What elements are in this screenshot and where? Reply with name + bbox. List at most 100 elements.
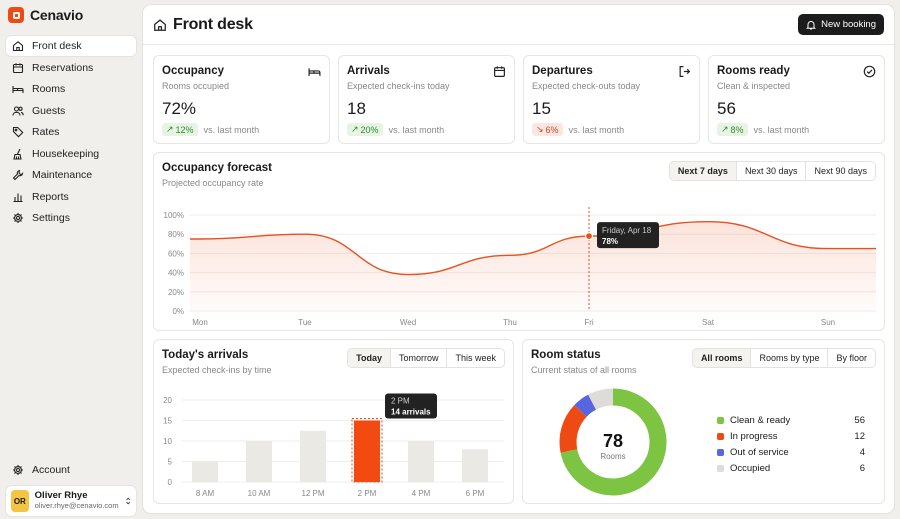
- x-tick-label: Tue: [298, 318, 312, 327]
- tab-by-floor[interactable]: By floor: [827, 349, 875, 367]
- bed-icon: [308, 68, 321, 76]
- card-subtitle: Current status of all rooms: [531, 365, 637, 375]
- stat-subtitle: Rooms occupied: [162, 81, 230, 91]
- users-icon: [12, 105, 24, 116]
- bar: [408, 441, 434, 482]
- user-menu[interactable]: OR Oliver Rhye oliver.rhye@cenavio.com: [6, 486, 136, 516]
- legend-value: 56: [854, 414, 865, 426]
- brand[interactable]: Cenavio: [6, 4, 136, 26]
- stat-value: 72%: [162, 99, 197, 118]
- stat-title: Arrivals: [347, 65, 390, 77]
- compare-label: vs. last month: [388, 124, 445, 135]
- bar: [300, 430, 326, 482]
- series-line: [189, 221, 876, 276]
- legend-item: Clean & ready 56: [717, 412, 865, 428]
- legend-swatch: [717, 448, 724, 456]
- tab-all-rooms[interactable]: All rooms: [692, 349, 751, 367]
- y-tick-label: 100%: [164, 211, 184, 220]
- tab-next-7-days[interactable]: Next 7 days: [669, 162, 736, 180]
- tooltip-label: Friday, Apr 18: [602, 226, 652, 235]
- legend-value: 4: [859, 446, 865, 458]
- donut-total-label: Rooms: [600, 452, 625, 461]
- legend-value: 12: [854, 430, 865, 442]
- sidebar-item-label: Housekeeping: [32, 147, 100, 160]
- donut-slice: [560, 388, 667, 496]
- change-value: 12%: [175, 124, 194, 135]
- new-booking-label: New booking: [821, 19, 876, 30]
- user-name: Oliver Rhye: [34, 490, 88, 502]
- sidebar-item-reports[interactable]: Reports: [6, 187, 136, 207]
- tooltip-label: 2 PM: [391, 397, 410, 406]
- brand-name: Cenavio: [30, 7, 84, 23]
- forecast-range-tabs: Next 7 days Next 30 days Next 90 days: [668, 161, 876, 181]
- stat-value: 56: [717, 99, 736, 118]
- sidebar-item-front-desk[interactable]: Front desk: [6, 36, 136, 56]
- change-value: 8%: [730, 124, 744, 135]
- change-badge: ↘ 6%: [532, 123, 563, 136]
- page-title: Front desk: [173, 15, 253, 33]
- gear-icon: [13, 465, 23, 475]
- y-tick-label: 15: [163, 417, 172, 426]
- sidebar-item-label: Account: [32, 464, 70, 476]
- sidebar-item-rates[interactable]: Rates: [6, 122, 136, 142]
- sidebar: Cenavio Front desk Reservations Rooms Gu…: [0, 0, 142, 519]
- tab-rooms-by-type[interactable]: Rooms by type: [750, 349, 827, 367]
- sidebar-item-label: Maintenance: [32, 169, 93, 181]
- new-booking-button[interactable]: New booking: [798, 14, 884, 35]
- sidebar-item-rooms[interactable]: Rooms: [6, 79, 136, 99]
- bar: [462, 449, 488, 482]
- calendar-icon: [494, 66, 505, 77]
- brand-logo-icon: [8, 7, 24, 23]
- y-tick-label: 10: [163, 437, 172, 446]
- stat-card-rooms-ready: Rooms ready Clean & inspected 56 ↗ 8% vs.…: [708, 55, 885, 144]
- sidebar-item-label: Settings: [32, 212, 70, 224]
- legend-item: Occupied 6: [717, 460, 865, 476]
- page-header: Front desk New booking: [143, 5, 894, 45]
- tab-next-30-days[interactable]: Next 30 days: [735, 162, 806, 180]
- y-tick-label: 0%: [172, 307, 184, 316]
- x-tick-label: 4 PM: [412, 489, 431, 498]
- highlight-point: [584, 232, 594, 241]
- logout-icon: [679, 66, 691, 77]
- trend-up-icon: ↗: [721, 124, 729, 134]
- chart-tooltip: [385, 393, 437, 419]
- legend-item: In progress 12: [717, 428, 865, 444]
- sidebar-item-guests[interactable]: Guests: [6, 101, 136, 121]
- sidebar-item-label: Rooms: [32, 83, 66, 95]
- home-icon: [12, 41, 24, 52]
- legend-swatch: [717, 416, 724, 424]
- main-panel: Front desk New booking Occupancy Rooms o…: [143, 5, 894, 513]
- x-tick-label: 12 PM: [301, 489, 324, 498]
- sidebar-item-settings[interactable]: Settings: [6, 208, 136, 228]
- y-tick-label: 0: [168, 478, 173, 487]
- sidebar-item-maintenance[interactable]: Maintenance: [6, 165, 136, 185]
- stat-subtitle: Expected check-ins today: [347, 81, 450, 91]
- occupancy-forecast-chart: 0% 20% 40% 60% 80% 100% Mon Tue Wed Thu Fri Sat Sun F…: [164, 207, 876, 327]
- card-title: Today's arrivals: [162, 349, 249, 361]
- trend-up-icon: ↗: [351, 124, 359, 134]
- y-tick-label: 60%: [168, 249, 184, 258]
- compare-label: vs. last month: [203, 124, 260, 135]
- bar-chart-icon: [13, 193, 23, 202]
- donut-slice: [559, 404, 587, 453]
- tooltip-value: 14 arrivals: [391, 408, 431, 417]
- home-icon: [154, 18, 166, 31]
- tab-this-week[interactable]: This week: [446, 349, 504, 367]
- card-title: Room status: [531, 349, 601, 361]
- tab-today[interactable]: Today: [348, 349, 390, 367]
- x-tick-label: Sun: [821, 318, 835, 327]
- tab-tomorrow[interactable]: Tomorrow: [389, 349, 447, 367]
- sidebar-item-label: Front desk: [32, 40, 82, 52]
- bed-icon: [12, 86, 24, 93]
- sidebar-item-account[interactable]: Account: [6, 460, 136, 480]
- series-area: [190, 221, 876, 311]
- sidebar-item-reservations[interactable]: Reservations: [6, 58, 136, 78]
- sidebar-item-housekeeping[interactable]: Housekeeping: [6, 144, 136, 164]
- tab-next-90-days[interactable]: Next 90 days: [805, 162, 875, 180]
- avatar: OR: [11, 490, 29, 512]
- stat-subtitle: Expected check-outs today: [532, 81, 641, 91]
- card-subtitle: Projected occupancy rate: [162, 178, 264, 188]
- y-tick-label: 40%: [168, 269, 184, 278]
- user-email: oliver.rhye@cenavio.com: [34, 501, 119, 511]
